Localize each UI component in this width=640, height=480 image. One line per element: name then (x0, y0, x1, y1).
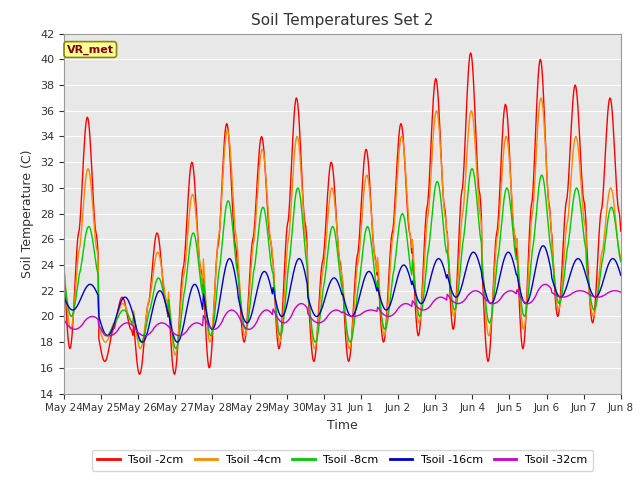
Tsoil -32cm (401, 301, 408, 307)
Line: Tsoil -16cm: Tsoil -16cm (64, 246, 621, 342)
Tsoil -8cm (228, 222, 236, 228)
Tsoil -4cm (172, 352, 179, 358)
Tsoil -8cm (401, 216, 408, 222)
Line: Tsoil -32cm: Tsoil -32cm (64, 284, 621, 336)
Tsoil -8cm (256, 216, 264, 221)
Tsoil -16cm (228, 261, 236, 266)
Text: VR_met: VR_met (67, 44, 114, 55)
Tsoil -4cm (537, 95, 545, 101)
Tsoil -4cm (432, 109, 440, 115)
Tsoil -2cm (256, 140, 264, 146)
Tsoil -4cm (228, 182, 236, 188)
Line: Tsoil -2cm: Tsoil -2cm (64, 53, 621, 374)
Tsoil -16cm (125, 300, 133, 306)
Tsoil -16cm (256, 276, 264, 282)
Tsoil -2cm (228, 202, 236, 208)
Tsoil -8cm (468, 166, 476, 171)
Tsoil -32cm (126, 321, 134, 326)
Tsoil -16cm (540, 243, 547, 249)
Tsoil -2cm (277, 332, 285, 337)
Tsoil -32cm (541, 281, 549, 287)
Tsoil -8cm (432, 182, 440, 188)
Tsoil -32cm (277, 319, 285, 325)
Tsoil -4cm (256, 158, 264, 164)
Tsoil -32cm (256, 312, 264, 318)
Tsoil -8cm (277, 332, 285, 338)
Tsoil -4cm (125, 315, 133, 321)
Line: Tsoil -8cm: Tsoil -8cm (64, 168, 621, 348)
Tsoil -8cm (617, 259, 625, 264)
Y-axis label: Soil Temperature (C): Soil Temperature (C) (22, 149, 35, 278)
Legend: Tsoil -2cm, Tsoil -4cm, Tsoil -8cm, Tsoil -16cm, Tsoil -32cm: Tsoil -2cm, Tsoil -4cm, Tsoil -8cm, Tsoi… (92, 450, 593, 471)
Tsoil -2cm (432, 76, 440, 82)
Title: Soil Temperatures Set 2: Soil Temperatures Set 2 (252, 13, 433, 28)
Tsoil -16cm (277, 313, 285, 319)
Tsoil -2cm (125, 323, 133, 328)
Tsoil -2cm (401, 154, 408, 159)
Tsoil -16cm (432, 259, 440, 264)
Tsoil -4cm (60, 264, 68, 269)
Tsoil -4cm (277, 335, 285, 340)
Tsoil -16cm (401, 263, 408, 268)
Tsoil -2cm (136, 372, 143, 377)
Tsoil -32cm (60, 317, 68, 323)
Tsoil -32cm (106, 333, 113, 338)
Tsoil -16cm (139, 339, 147, 345)
Tsoil -16cm (60, 294, 68, 300)
Line: Tsoil -4cm: Tsoil -4cm (64, 98, 621, 355)
Tsoil -32cm (617, 289, 625, 295)
Tsoil -4cm (617, 257, 625, 263)
Tsoil -8cm (60, 276, 68, 281)
Tsoil -32cm (228, 307, 236, 313)
Tsoil -2cm (467, 50, 474, 56)
X-axis label: Time: Time (327, 419, 358, 432)
Tsoil -8cm (125, 315, 133, 321)
Tsoil -16cm (617, 273, 625, 278)
Tsoil -2cm (617, 228, 625, 234)
Tsoil -8cm (172, 346, 180, 351)
Tsoil -32cm (432, 296, 440, 302)
Tsoil -4cm (401, 152, 408, 158)
Tsoil -2cm (60, 264, 68, 270)
